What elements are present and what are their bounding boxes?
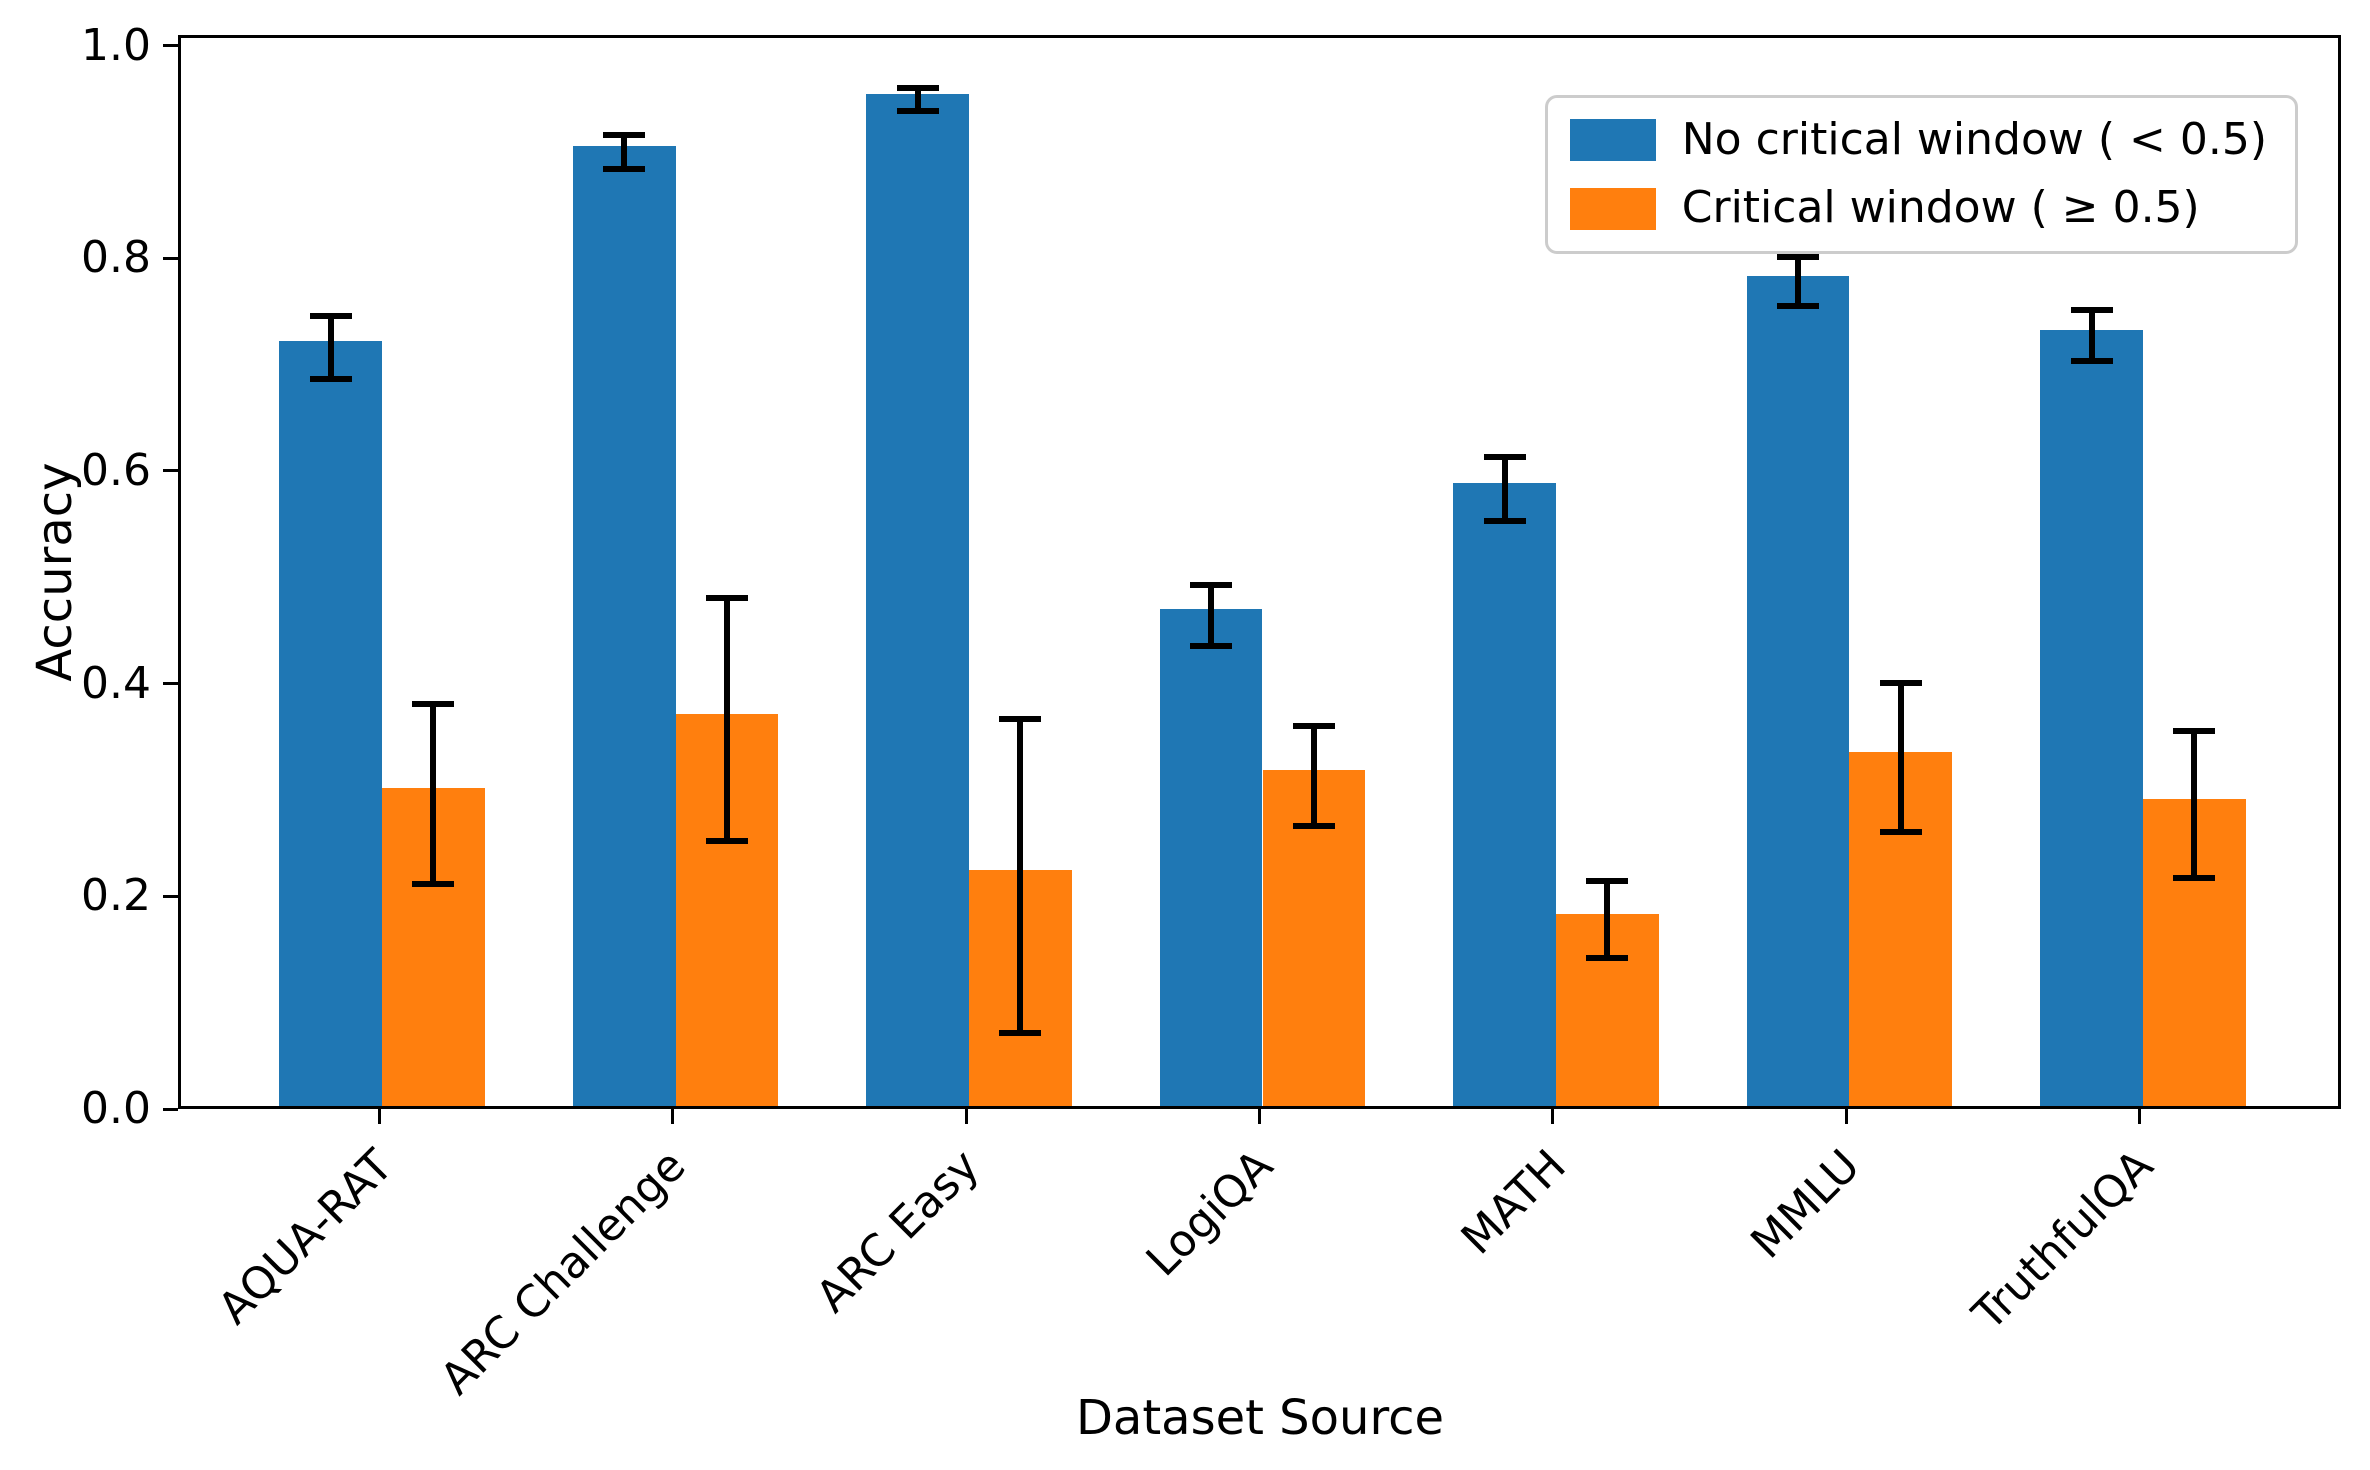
x-tick (671, 1109, 675, 1124)
error-bar-cap (705, 837, 748, 844)
error-bar (723, 598, 730, 841)
error-bar-cap (1483, 517, 1526, 524)
error-bar-cap (309, 312, 352, 319)
error-bar-cap (603, 131, 646, 138)
x-tick-label: LogiQA (1136, 1140, 1283, 1287)
error-bar (2191, 731, 2198, 879)
y-tick-label: 0.0 (81, 1083, 151, 1134)
error-bar-cap (896, 108, 939, 115)
legend-swatch-blue (1569, 119, 1656, 162)
y-tick-label: 0.4 (81, 657, 151, 709)
x-tick-label: ARC Easy (806, 1140, 990, 1323)
x-axis-title: Dataset Source (1075, 1390, 1445, 1446)
error-bar-cap (1879, 680, 1922, 687)
y-tick (163, 44, 178, 48)
legend-entry-critical-window: Critical window ( ≥ 0.5) (1569, 182, 2267, 234)
error-bar (430, 703, 437, 885)
x-tick (1258, 1109, 1261, 1124)
error-bar-cap (1777, 302, 1820, 309)
y-tick-label: 0.8 (81, 232, 151, 284)
x-tick (2138, 1109, 2142, 1124)
x-tick (1551, 1109, 1555, 1124)
x-tick-label: MATH (1452, 1140, 1577, 1265)
y-tick-label: 1.0 (81, 19, 151, 71)
bar (279, 341, 383, 1106)
error-bar-cap (2173, 875, 2216, 882)
error-bar-cap (2070, 307, 2113, 314)
error-bar-cap (1586, 954, 1629, 961)
error-bar-cap (1777, 254, 1820, 261)
legend-label: Critical window ( ≥ 0.5) (1681, 182, 2200, 234)
y-tick (163, 1107, 178, 1111)
error-bar (327, 315, 334, 380)
error-bar-cap (1292, 822, 1335, 829)
bar (1453, 482, 1556, 1106)
error-bar-cap (603, 165, 646, 172)
error-bar (1310, 725, 1317, 826)
y-tick (163, 469, 178, 473)
error-bar-cap (896, 84, 939, 91)
error-bar-cap (999, 715, 1042, 722)
error-bar-cap (2173, 728, 2216, 735)
error-bar (1795, 257, 1802, 306)
error-bar-cap (1879, 829, 1922, 836)
error-bar-cap (2070, 358, 2113, 365)
x-tick (1844, 1109, 1848, 1124)
error-bar-cap (1190, 581, 1233, 588)
error-bar (621, 134, 628, 169)
error-bar-cap (1483, 453, 1526, 460)
bar (1746, 275, 1850, 1106)
error-bar-cap (309, 376, 352, 383)
x-tick-label: AQUA-RAT (208, 1140, 403, 1335)
error-bar-cap (1292, 722, 1335, 729)
error-bar-cap (412, 700, 455, 707)
error-bar-cap (999, 1030, 1042, 1037)
bar (572, 145, 676, 1106)
error-bar (1208, 584, 1215, 647)
error-bar (1604, 881, 1611, 958)
y-axis-title: Accuracy (27, 462, 83, 682)
error-bar (1897, 683, 1904, 833)
legend-label: No critical window ( < 0.5) (1681, 114, 2267, 165)
error-bar (914, 87, 921, 112)
bar (866, 93, 969, 1106)
error-bar-cap (1190, 643, 1233, 650)
legend: No critical window ( < 0.5) Critical win… (1544, 95, 2298, 254)
x-tick-label: MMLU (1741, 1140, 1870, 1269)
error-bar-cap (412, 881, 455, 888)
y-tick (163, 682, 178, 686)
legend-entry-no-critical-window: No critical window ( < 0.5) (1569, 114, 2267, 165)
error-bar (1017, 718, 1024, 1034)
x-tick-label: ARC Challenge (431, 1140, 696, 1405)
error-bar-cap (705, 595, 748, 602)
error-bar-cap (1586, 878, 1629, 885)
x-tick (964, 1109, 968, 1124)
plot-area: No critical window ( < 0.5) Critical win… (178, 35, 2341, 1109)
error-bar (2088, 310, 2095, 362)
bar (2040, 329, 2143, 1106)
y-tick (163, 894, 178, 898)
error-bar (1501, 456, 1508, 521)
legend-swatch-orange (1569, 187, 1656, 230)
x-tick (377, 1109, 381, 1124)
y-tick-label: 0.6 (81, 444, 151, 496)
bar (1159, 609, 1263, 1106)
y-tick-label: 0.2 (81, 870, 151, 922)
y-tick (163, 256, 178, 260)
x-tick-label: TruthfulQA (1963, 1140, 2164, 1341)
